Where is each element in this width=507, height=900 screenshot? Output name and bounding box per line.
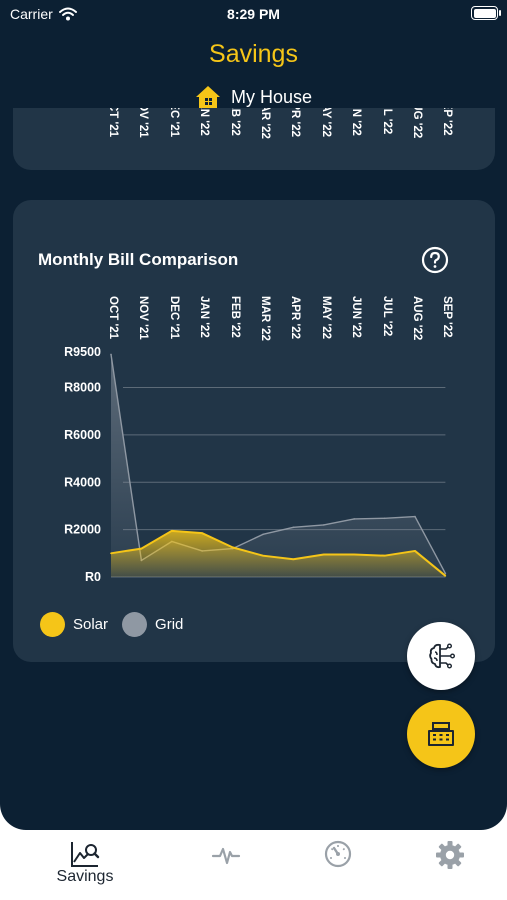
grid-data-point bbox=[110, 353, 112, 356]
solar-swatch bbox=[40, 612, 65, 637]
chart-month-label: JAN '22 bbox=[198, 296, 211, 338]
y-tick-label: R4000 bbox=[64, 475, 101, 489]
tab-bar: Savings bbox=[0, 830, 507, 900]
grid-data-point bbox=[262, 533, 264, 536]
brain-circuit-icon bbox=[429, 643, 456, 669]
grid-data-point bbox=[353, 518, 356, 520]
solar-data-point bbox=[292, 558, 295, 561]
solar-data-point bbox=[231, 546, 234, 549]
gear-icon bbox=[436, 841, 464, 869]
top-card-month-label: DEC '21 bbox=[167, 108, 180, 138]
carrier-label: Carrier bbox=[10, 6, 53, 22]
top-card-month-label: SEP '22 bbox=[441, 108, 454, 136]
chart-month-label: APR '22 bbox=[289, 296, 302, 340]
legend-solar-label: Solar bbox=[73, 616, 109, 633]
status-time: 8:29 PM bbox=[227, 6, 280, 22]
legend-grid: Grid bbox=[122, 612, 183, 637]
ai-insights-button[interactable] bbox=[407, 622, 475, 690]
grid-swatch bbox=[122, 612, 148, 637]
grid-data-point bbox=[383, 517, 386, 520]
chart-month-label: JUN '22 bbox=[350, 296, 363, 338]
card-title: Monthly Bill Comparison bbox=[38, 250, 239, 269]
grid-data-point bbox=[414, 515, 416, 518]
chart-month-label: JUL '22 bbox=[380, 296, 393, 337]
y-tick-label: R8000 bbox=[64, 381, 101, 395]
top-card-month-label: APR '22 bbox=[289, 108, 302, 138]
top-card-month-label: FEB '22 bbox=[228, 108, 241, 136]
solar-data-point bbox=[140, 547, 143, 550]
calculator-icon bbox=[428, 722, 454, 746]
grid-data-point bbox=[323, 524, 325, 526]
top-card-month-label: JUL '22 bbox=[380, 108, 393, 135]
calculator-button[interactable] bbox=[407, 700, 475, 768]
page-title: Savings bbox=[209, 40, 298, 68]
top-card-month-label: OCT '21 bbox=[107, 108, 119, 137]
solar-data-point bbox=[171, 530, 173, 532]
grid-series-area bbox=[111, 354, 446, 577]
solar-data-point bbox=[353, 553, 356, 556]
chart-month-label: FEB '22 bbox=[228, 296, 241, 338]
chart-month-label: DEC '21 bbox=[167, 296, 180, 340]
tab-activity[interactable] bbox=[186, 840, 266, 868]
top-card-month-label: NOV '21 bbox=[137, 108, 150, 138]
top-card-month-label: JAN '22 bbox=[198, 108, 211, 136]
chart-month-label: MAR '22 bbox=[259, 296, 271, 341]
help-icon[interactable] bbox=[421, 246, 449, 274]
chart-month-label: SEP '22 bbox=[441, 296, 454, 338]
y-tick-label: R9500 bbox=[64, 345, 101, 359]
solar-data-point bbox=[383, 554, 386, 557]
tab-settings[interactable] bbox=[410, 840, 490, 870]
house-name: My House bbox=[230, 86, 313, 107]
chart-month-label: MAY '22 bbox=[319, 296, 332, 340]
chart-search-icon bbox=[71, 842, 100, 867]
grid-data-point bbox=[292, 526, 295, 529]
pulse-icon bbox=[211, 847, 241, 865]
chart-month-label: NOV '21 bbox=[137, 296, 150, 340]
chart-month-label: OCT '21 bbox=[107, 296, 119, 339]
top-card-month-label: AUG '22 bbox=[411, 108, 423, 139]
status-bar: Carrier 8:29 PM bbox=[0, 0, 507, 30]
solar-data-point bbox=[262, 554, 264, 557]
top-card-month-label: MAR '22 bbox=[259, 108, 271, 139]
solar-data-point bbox=[110, 552, 112, 555]
y-tick-label: R6000 bbox=[64, 428, 101, 442]
chart-legend: Solar Grid bbox=[40, 612, 197, 637]
chart-month-label: AUG '22 bbox=[411, 296, 423, 341]
y-tick-label: R0 bbox=[85, 570, 101, 584]
solar-data-point bbox=[414, 550, 416, 552]
top-card: OCT '21 NOV '21 DEC '21 JAN '22 FEB '22 MAR '… bbox=[13, 108, 495, 170]
carrier-info: Carrier bbox=[10, 6, 77, 22]
solar-data-point bbox=[444, 575, 447, 577]
legend-grid-label: Grid bbox=[155, 616, 184, 633]
house-icon bbox=[195, 86, 220, 108]
y-tick-label: R2000 bbox=[64, 523, 101, 537]
bill-chart: R0 R2000 R4000 R6000 R8000 R9500 bbox=[64, 345, 447, 584]
grid-data-point bbox=[444, 572, 447, 575]
bill-comparison-card: Monthly Bill Comparison R0 R2000 R4000 R600… bbox=[13, 200, 495, 662]
gauge-icon bbox=[324, 840, 352, 868]
top-card-month-label: JUN '22 bbox=[350, 108, 363, 136]
solar-data-point bbox=[323, 553, 325, 556]
legend-solar: Solar bbox=[40, 612, 108, 637]
solar-data-point bbox=[201, 532, 203, 534]
solar-series-line bbox=[110, 529, 447, 577]
tab-savings-label: Savings bbox=[56, 868, 114, 885]
solar-series-area bbox=[111, 530, 446, 577]
wifi-icon bbox=[58, 7, 77, 21]
tab-performance[interactable] bbox=[298, 840, 378, 868]
top-card-month-label: MAY '22 bbox=[319, 108, 332, 138]
house-selector[interactable]: My House bbox=[0, 85, 507, 109]
tab-savings[interactable]: Savings bbox=[45, 840, 125, 886]
battery-icon bbox=[471, 6, 501, 20]
